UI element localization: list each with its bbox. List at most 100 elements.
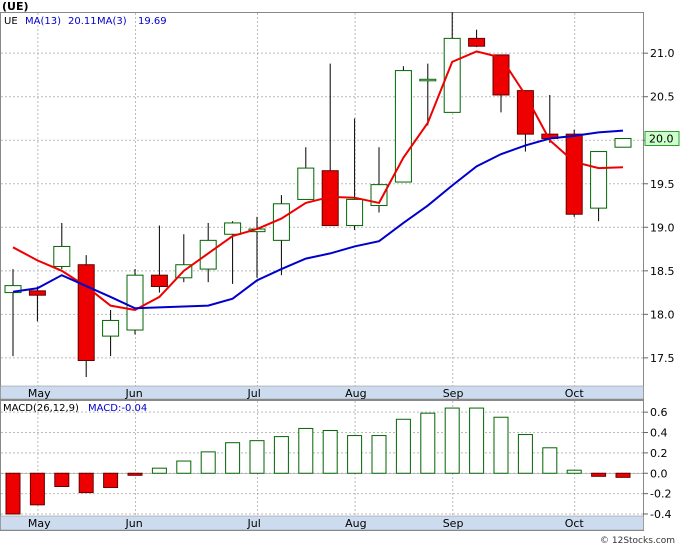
candle-body-up [4, 285, 22, 294]
candle [102, 310, 120, 357]
macd-bar-positive [347, 435, 363, 474]
candle-body-up [199, 239, 217, 270]
price-month-label: Sep [443, 387, 464, 400]
macd-month-label: Jun [125, 517, 143, 530]
candle [297, 147, 315, 200]
price-y-tick-label: 19.5 [650, 178, 675, 191]
price-month-label: Aug [345, 387, 366, 400]
chart-title: (UE) [2, 0, 29, 13]
legend-ma13-value: 20.11 [68, 16, 97, 27]
candle-body-down [565, 133, 583, 215]
macd-bar-positive [298, 427, 314, 474]
candle-body-down [492, 54, 510, 96]
macd-bar-positive [420, 412, 436, 474]
candle [272, 195, 290, 276]
legend: UE MA(13) 20.11 MA(3) 19.69 [4, 16, 167, 27]
price-month-label: Jul [247, 387, 261, 400]
macd-bar-positive [176, 460, 192, 474]
candle [614, 137, 632, 148]
legend-ma3-value: 19.69 [138, 16, 167, 27]
candle-body-up [224, 222, 242, 235]
macd-bar-positive [444, 407, 460, 474]
macd-month-label: May [28, 517, 51, 530]
macd-bar-positive [273, 436, 289, 474]
macd-y-tick-label: 0.4 [650, 427, 668, 440]
macd-bar-negative [103, 472, 119, 489]
legend-symbol: UE [4, 16, 18, 27]
candle-body-down [150, 274, 168, 287]
candle [590, 151, 608, 222]
candle-body-up [126, 274, 144, 331]
price-month-label: Oct [565, 387, 585, 400]
macd-bar-positive [469, 407, 485, 474]
ma3-line [12, 50, 624, 312]
price-y-tick-label: 18.0 [650, 308, 675, 321]
macd-bar-negative [54, 472, 70, 487]
macd-bar-positive [225, 442, 241, 474]
candle-body-up [346, 198, 364, 227]
macd-bar-positive [493, 416, 509, 474]
macd-bar-negative [591, 472, 607, 477]
macd-date-band [0, 515, 644, 531]
macd-bar-negative [5, 472, 21, 515]
candle [28, 286, 46, 322]
candle [199, 222, 217, 283]
macd-month-labels: May Jun Jul Aug Sep Oct [28, 517, 585, 530]
macd-bar-negative [78, 472, 94, 494]
macd-bar-positive [322, 429, 338, 474]
candle [565, 129, 583, 217]
macd-y-tick-label: -0.4 [650, 508, 671, 521]
price-date-band [0, 385, 644, 400]
macd-bar-positive [371, 435, 387, 474]
candle [150, 225, 168, 293]
candle [126, 269, 144, 335]
candle-body-up [370, 184, 388, 207]
macd-month-label: Aug [345, 517, 366, 530]
candle-body-up [297, 167, 315, 200]
price-y-tick-label: 19.0 [650, 221, 675, 234]
macd-bar-negative [29, 472, 45, 506]
moving-average-lines [12, 50, 624, 312]
macd-month-label: Sep [443, 517, 464, 530]
price-y-tick-label: 18.5 [650, 265, 675, 278]
price-y-tick-label: 21.0 [650, 47, 675, 60]
last-price-marker: 20.0 [644, 130, 680, 146]
macd-bar-positive [517, 434, 533, 474]
macd-value: MACD:-0.04 [88, 403, 147, 414]
macd-y-tick-label: 0.6 [650, 406, 668, 419]
macd-month-label: Jul [247, 517, 261, 530]
candle-body-up [102, 319, 120, 337]
price-y-tick-label: 17.5 [650, 352, 675, 365]
candle-body-up [590, 151, 608, 209]
price-y-tick-label: 20.5 [650, 91, 675, 104]
macd-month-label: Oct [565, 517, 585, 530]
macd-y-tick-label: -0.2 [650, 488, 671, 501]
candle [394, 66, 412, 183]
macd-bar-positive [395, 418, 411, 474]
candle-body-up [614, 137, 632, 148]
candle [77, 255, 95, 378]
candle-body-down [77, 264, 95, 361]
price-month-labels: May Jun Jul Aug Sep Oct [28, 387, 585, 400]
footer-credit: © 12Stocks.com [600, 536, 675, 546]
macd-histogram [1, 407, 643, 515]
last-price-label: 20.0 [649, 132, 674, 145]
candle-body-up [394, 70, 412, 183]
macd-y-tick-label: 0.2 [650, 447, 668, 460]
macd-bar-positive [249, 440, 265, 474]
legend-ma13-label: MA(13) [25, 16, 61, 27]
macd-panel [0, 400, 644, 531]
macd-y-tick-label: 0.0 [650, 467, 668, 480]
candle [419, 63, 437, 126]
candle [346, 118, 364, 230]
candle [468, 29, 486, 48]
candle-body-down [516, 90, 534, 135]
candle-body-down [468, 37, 486, 47]
macd-bar-positive [566, 469, 582, 474]
macd-bar-positive [542, 447, 558, 474]
candle-body-up [53, 245, 71, 267]
ma13-line [12, 129, 624, 310]
macd-bar-positive [151, 467, 167, 474]
macd-bar-negative [127, 472, 143, 476]
